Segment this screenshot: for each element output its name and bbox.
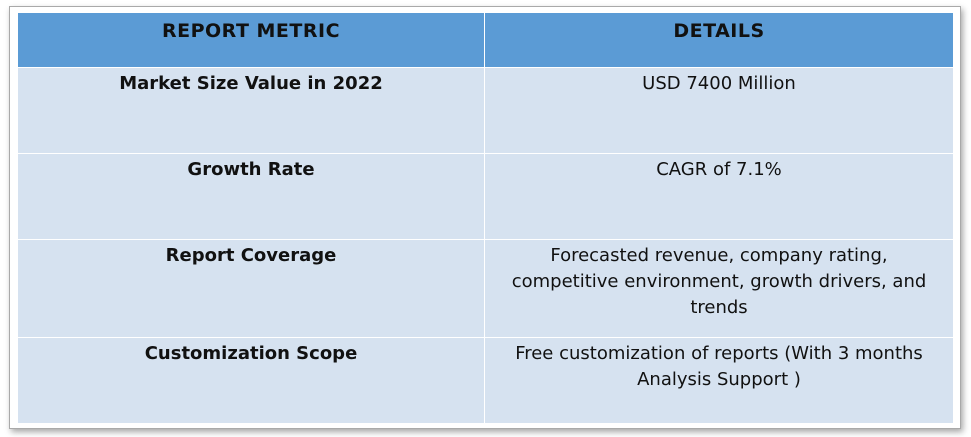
metric-cell: Report Coverage [17,239,485,338]
table-row: Growth Rate CAGR of 7.1% [17,153,954,240]
metric-cell: Customization Scope [17,337,485,424]
details-cell: Forecasted revenue, company rating, comp… [484,239,954,338]
header-details: DETAILS [484,12,954,68]
metric-cell: Growth Rate [17,153,485,240]
metric-cell: Market Size Value in 2022 [17,67,485,154]
table-row: Market Size Value in 2022 USD 7400 Milli… [17,67,954,154]
header-report-metric: REPORT METRIC [17,12,485,68]
table-header-row: REPORT METRIC DETAILS [17,12,954,68]
table-row: Report Coverage Forecasted revenue, comp… [17,239,954,338]
details-cell: USD 7400 Million [484,67,954,154]
details-cell: Free customization of reports (With 3 mo… [484,337,954,424]
report-table-frame: REPORT METRIC DETAILS Market Size Value … [9,6,961,429]
table-row: Customization Scope Free customization o… [17,337,954,424]
details-cell: CAGR of 7.1% [484,153,954,240]
report-metric-table: REPORT METRIC DETAILS Market Size Value … [17,12,954,424]
